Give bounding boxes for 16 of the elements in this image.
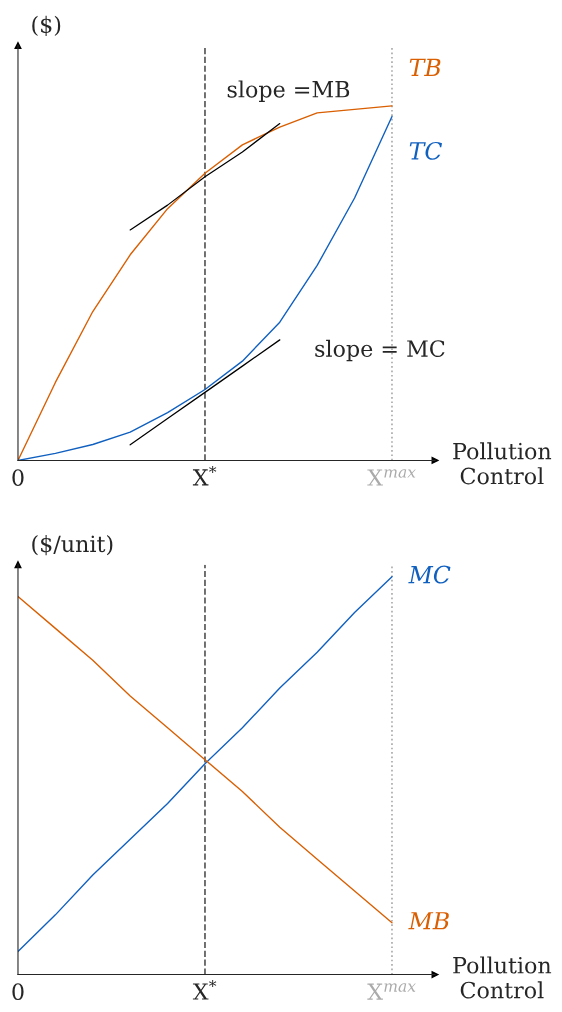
x-axis-title: Pollution Control bbox=[453, 442, 552, 485]
x-tick-label: X$^{*}$ bbox=[192, 465, 217, 486]
x-tick-label: 0 bbox=[12, 469, 24, 486]
x-tick-label: X$^{max}$ bbox=[367, 983, 416, 1000]
x-tick-label: X$^{max}$ bbox=[367, 469, 416, 486]
y-axis-title: ($) bbox=[32, 15, 61, 37]
series-label: MC bbox=[408, 565, 451, 584]
text: slope =MB bbox=[227, 80, 350, 102]
series-label: TB bbox=[409, 58, 441, 76]
series-label: MB bbox=[408, 912, 449, 930]
x-tick-label: 0 bbox=[12, 983, 24, 1001]
y-axis-title: ($/unit) bbox=[32, 534, 113, 556]
series-label: TC bbox=[409, 141, 443, 160]
annotation: slope = MC bbox=[315, 339, 445, 362]
x-axis-title: Pollution Control bbox=[453, 956, 552, 999]
x-tick-label: X$^{*}$ bbox=[192, 980, 217, 1000]
